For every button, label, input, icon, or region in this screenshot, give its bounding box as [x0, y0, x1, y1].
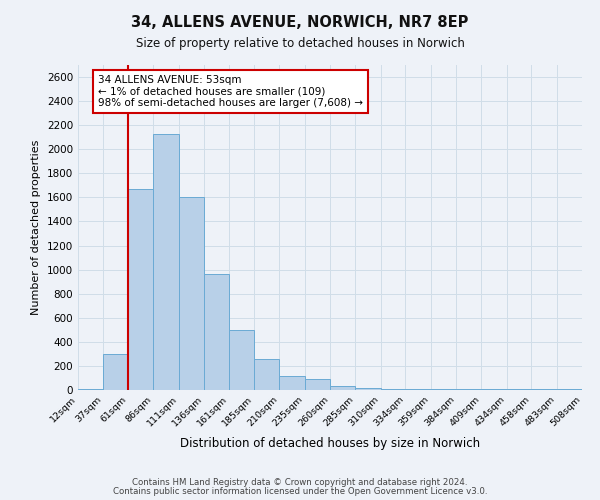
Bar: [229, 330, 254, 390]
Text: 34, ALLENS AVENUE, NORWICH, NR7 8EP: 34, ALLENS AVENUE, NORWICH, NR7 8EP: [131, 15, 469, 30]
Bar: [103, 354, 128, 390]
Text: Contains public sector information licensed under the Open Government Licence v3: Contains public sector information licen…: [113, 487, 487, 496]
Bar: [179, 198, 204, 390]
Bar: [330, 386, 355, 390]
Bar: [128, 189, 153, 390]
Text: Contains HM Land Registry data © Crown copyright and database right 2024.: Contains HM Land Registry data © Crown c…: [132, 478, 468, 487]
Text: 34 ALLENS AVENUE: 53sqm
← 1% of detached houses are smaller (109)
98% of semi-de: 34 ALLENS AVENUE: 53sqm ← 1% of detached…: [98, 74, 363, 108]
Bar: [279, 376, 305, 390]
Bar: [355, 388, 381, 390]
Bar: [305, 378, 330, 390]
Bar: [204, 274, 229, 390]
Text: Size of property relative to detached houses in Norwich: Size of property relative to detached ho…: [136, 38, 464, 51]
Bar: [153, 134, 179, 390]
Bar: [254, 360, 279, 390]
Y-axis label: Number of detached properties: Number of detached properties: [31, 140, 41, 315]
X-axis label: Distribution of detached houses by size in Norwich: Distribution of detached houses by size …: [180, 437, 480, 450]
